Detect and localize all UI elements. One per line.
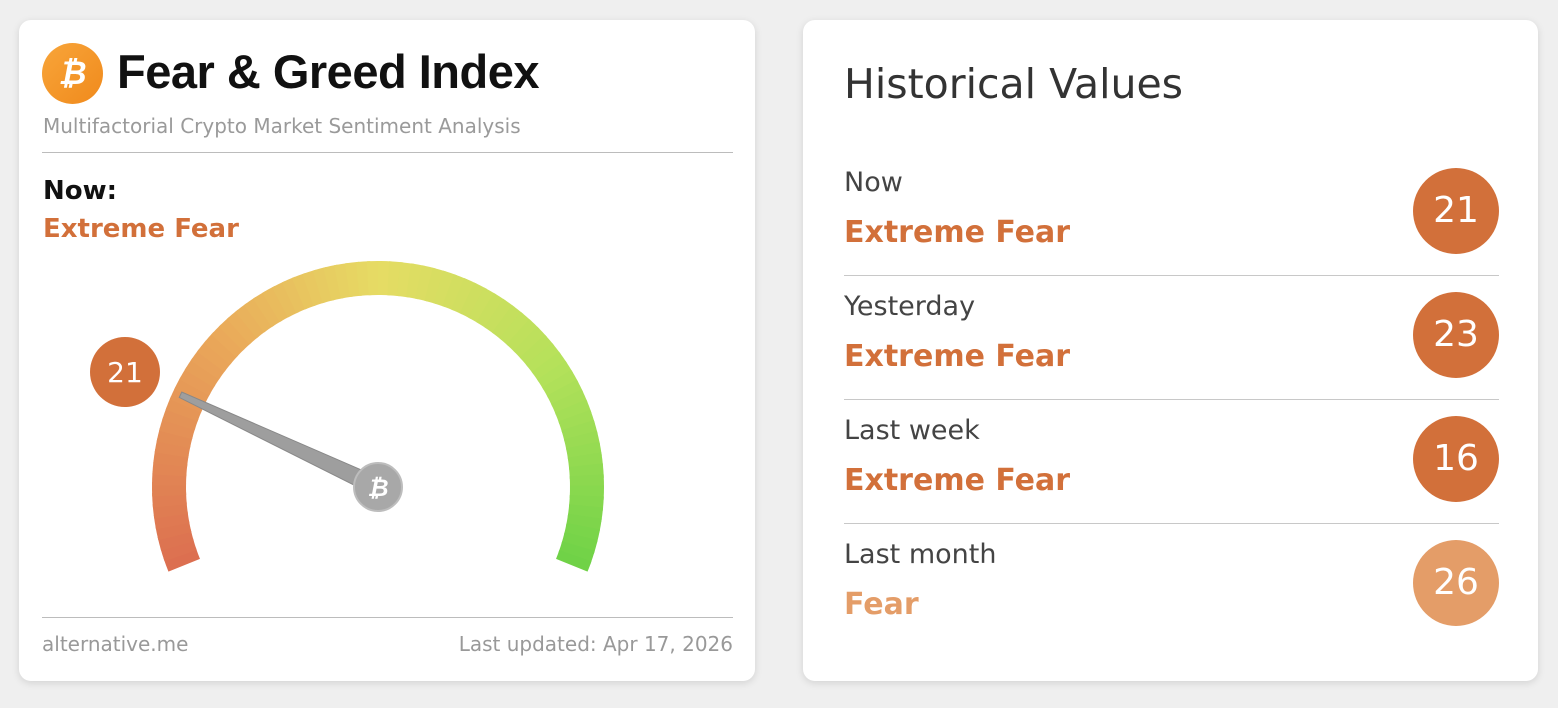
gauge-arc-segment bbox=[154, 438, 191, 458]
gauge-arc-segment bbox=[235, 303, 267, 339]
gauge-arc-segment bbox=[366, 261, 382, 296]
gauge-arc-segment bbox=[197, 340, 232, 372]
gauge-arc-segment bbox=[151, 482, 187, 497]
now-status: Extreme Fear bbox=[43, 214, 239, 244]
gauge-arc-segment bbox=[561, 532, 598, 554]
bitcoin-icon: ₿ bbox=[367, 474, 388, 502]
gauge-arc-segment bbox=[476, 292, 506, 329]
gauge-needle bbox=[178, 391, 383, 496]
gauge-arc-segment bbox=[566, 513, 602, 533]
gauge-arc-segment bbox=[174, 376, 211, 405]
gauge-arc-segment bbox=[513, 326, 548, 360]
gauge-arc-segment bbox=[556, 550, 592, 572]
value-circle: 23 bbox=[1413, 292, 1499, 378]
gauge-arc-segment bbox=[226, 309, 259, 345]
gauge-arc-segment bbox=[184, 357, 221, 388]
gauge-arc-segment bbox=[506, 319, 540, 353]
gauge-arc-segment bbox=[271, 281, 299, 318]
gauge-arc-segment bbox=[163, 547, 200, 572]
gauge-arc-segment bbox=[162, 406, 199, 431]
gauge-arc-segment bbox=[252, 291, 283, 328]
period-label: Yesterday bbox=[844, 291, 976, 322]
gauge-arc-segment bbox=[190, 348, 226, 380]
gauge-value: 21 bbox=[107, 356, 143, 389]
divider bbox=[844, 399, 1499, 400]
gauge-arc-segment bbox=[433, 270, 457, 308]
divider bbox=[844, 275, 1499, 276]
fear-greed-card: ₿ Fear & Greed Index Multifactorial Cryp… bbox=[19, 20, 755, 681]
gauge-arc-segment bbox=[499, 311, 532, 347]
history-row: Now Extreme Fear 21 bbox=[844, 167, 1499, 291]
gauge-arc-segment bbox=[156, 427, 193, 449]
gauge-arc bbox=[151, 261, 604, 572]
gauge-arc-segment bbox=[558, 541, 595, 565]
gauge-arc-segment bbox=[546, 379, 584, 407]
gauge-arc-segment bbox=[561, 420, 598, 442]
status-text: Extreme Fear bbox=[844, 339, 1071, 374]
now-label: Now: bbox=[43, 176, 118, 206]
gauge-arc-segment bbox=[291, 273, 317, 310]
gauge-arc-segment bbox=[558, 409, 595, 433]
gauge-arc-segment bbox=[203, 332, 239, 365]
gauge-arc-segment bbox=[531, 351, 568, 382]
gauge-arc-segment bbox=[157, 529, 194, 551]
gauge-arc-segment bbox=[537, 360, 574, 390]
divider bbox=[844, 523, 1499, 524]
value-badge bbox=[90, 337, 160, 407]
gauge-arc-segment bbox=[211, 324, 245, 358]
subtitle: Multifactorial Crypto Market Sentiment A… bbox=[43, 114, 521, 138]
gauge-arc-segment bbox=[243, 296, 275, 333]
source-link[interactable]: alternative.me bbox=[42, 632, 189, 656]
period-label: Last week bbox=[844, 415, 980, 446]
divider bbox=[42, 152, 733, 153]
gauge-arc-segment bbox=[165, 396, 203, 422]
gauge-arc-segment bbox=[312, 266, 335, 304]
gauge-arc-segment bbox=[262, 285, 291, 323]
gauge-arc-segment bbox=[468, 287, 497, 324]
historical-values-card: Historical Values Now Extreme Fear 21 Ye… bbox=[803, 20, 1538, 681]
gauge-arc-segment bbox=[459, 282, 488, 319]
gauge-arc-segment bbox=[442, 274, 468, 311]
history-row: Last week Extreme Fear 16 bbox=[844, 415, 1499, 539]
gauge-arc-segment bbox=[484, 298, 515, 335]
gauge-arc-segment bbox=[551, 389, 588, 416]
gauge-arc-segment bbox=[160, 538, 197, 562]
gauge-arc-segment bbox=[451, 278, 478, 315]
gauge: ₿ 21 bbox=[90, 261, 604, 572]
status-text: Extreme Fear bbox=[844, 463, 1071, 498]
last-updated: Last updated: Apr 17, 2026 bbox=[458, 632, 733, 656]
gauge-arc-segment bbox=[159, 417, 196, 440]
gauge-arc-segment bbox=[302, 269, 326, 307]
divider bbox=[42, 617, 733, 618]
gauge-arc-segment bbox=[519, 334, 555, 367]
gauge-arc-segment bbox=[281, 276, 308, 314]
value-circle: 26 bbox=[1413, 540, 1499, 626]
status-text: Fear bbox=[844, 587, 919, 622]
page-title: Fear & Greed Index bbox=[117, 45, 540, 98]
status-text: Extreme Fear bbox=[844, 215, 1071, 250]
gauge-arc-segment bbox=[491, 305, 524, 341]
gauge-arc-segment bbox=[569, 474, 604, 489]
gauge-arc-segment bbox=[415, 265, 436, 302]
history-row: Yesterday Extreme Fear 23 bbox=[844, 291, 1499, 415]
gauge-arc-segment bbox=[563, 522, 600, 544]
value-circle: 21 bbox=[1413, 168, 1499, 254]
gauge-arc-segment bbox=[406, 263, 426, 300]
period-label: Now bbox=[844, 167, 903, 198]
historical-title: Historical Values bbox=[844, 60, 1184, 108]
gauge-arc-segment bbox=[179, 367, 216, 396]
period-label: Last month bbox=[844, 539, 997, 570]
history-row: Last month Fear 26 bbox=[844, 539, 1499, 663]
gauge-arc-segment bbox=[424, 267, 447, 305]
needle-hub bbox=[353, 462, 403, 512]
bitcoin-icon: ₿ bbox=[42, 43, 103, 104]
gauge-arc-segment bbox=[542, 369, 579, 399]
gauge-arc-segment bbox=[218, 316, 252, 351]
gauge-arc-segment bbox=[554, 399, 592, 424]
gauge-arc-segment bbox=[525, 342, 561, 375]
value-circle: 16 bbox=[1413, 416, 1499, 502]
